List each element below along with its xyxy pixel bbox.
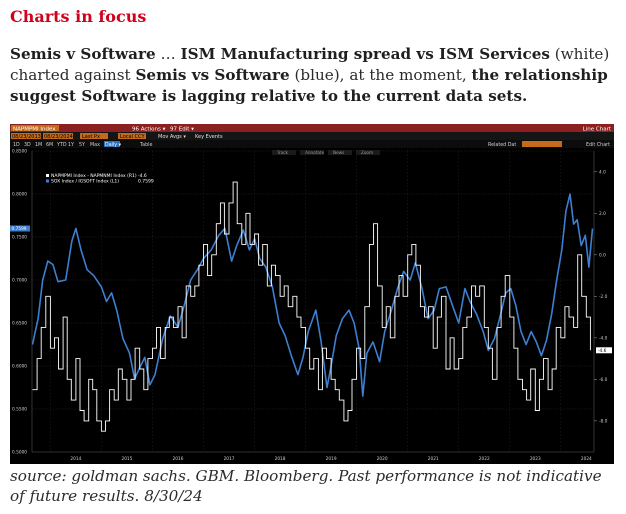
intro-text-3: (blue), at the moment,: [289, 66, 472, 84]
right-tick-label: -6.0: [599, 377, 608, 383]
tool-bg-annotate: [300, 150, 324, 155]
edit-chart-button[interactable]: Edit Chart: [586, 142, 610, 148]
right-last-value-bg: [596, 347, 612, 354]
range-button-1y[interactable]: 1Y: [68, 142, 74, 148]
x-tick-label: 2021: [428, 456, 439, 462]
tool-bg-zoom: [356, 150, 380, 155]
intro-bold-3: Semis vs Software: [135, 66, 290, 84]
left-tick-label: 0.6500: [12, 321, 27, 327]
left-last-value-bg: [10, 225, 30, 232]
x-tick-label: 2014: [70, 456, 81, 462]
right-tick-label: 0.0: [599, 252, 606, 258]
right-tick-label: 4.0: [599, 169, 606, 175]
intro-bold-1: Semis v Software: [10, 45, 156, 63]
legend-value-semis: 0.7599: [138, 179, 154, 185]
right-tick-label: 2.0: [599, 211, 606, 217]
range-button-3d[interactable]: 3D: [24, 142, 31, 148]
right-tick-label: -8.0: [599, 418, 608, 424]
left-tick-label: 0.7500: [12, 235, 27, 241]
range-button-5y[interactable]: 5Y: [79, 142, 85, 148]
right-last-value: -4.6: [598, 348, 607, 354]
legend-entry-ism: NAPMPMI Index - NAPMNMI Index (R1): [51, 173, 137, 179]
legend-swatch-blue: [46, 179, 49, 183]
x-tick-label: 2024: [581, 456, 592, 462]
intro-bold-2: ISM Manufacturing spread vs ISM Services: [180, 45, 550, 63]
chart-tools[interactable]: Track Annotate News Zoom: [272, 150, 380, 155]
legend-value-ism: -4.6: [138, 173, 147, 179]
left-tick-label: 0.6000: [12, 364, 27, 370]
x-tick-label: 2023: [530, 456, 541, 462]
series-semis-vs-software: [31, 193, 594, 397]
right-tick-label: -2.0: [599, 294, 608, 300]
period-select[interactable]: Last Px: [82, 134, 100, 140]
intro-bold-4: the relationship suggest Software is lag…: [10, 66, 608, 105]
range-button-1m[interactable]: 1M: [35, 142, 42, 148]
intro-text-1: …: [155, 45, 181, 63]
tool-news[interactable]: News: [333, 150, 344, 155]
actions-menu[interactable]: 96 Actions ▾: [132, 126, 166, 132]
legend-box: [44, 172, 160, 186]
related-data-label[interactable]: Related Dat: [488, 142, 516, 148]
left-last-value: 0.7599: [12, 226, 27, 232]
tool-bg-track: [272, 150, 296, 155]
left-axis: 0.8500 0.8000 0.7500 0.7000 0.6500 0.6000 0.55…: [10, 149, 33, 456]
legend-entry-semis: SOX Index / IGSOFT Index (L1): [51, 179, 119, 185]
key-events-button[interactable]: Key Events: [195, 134, 223, 140]
chart-series: [31, 181, 594, 432]
end-date-field[interactable]: 08/23/2024: [44, 134, 73, 140]
right-tick-label: -4.0: [599, 335, 608, 341]
section-heading: Charts in focus: [10, 7, 147, 26]
bloomberg-chart-terminal: NAPMPMI Index 96 Actions ▾ 97 Edit ▾ Lin…: [10, 124, 614, 464]
chart-grid: [32, 150, 594, 453]
x-tick-label: 2020: [377, 456, 388, 462]
intro-text-2: (white) charted against: [10, 45, 610, 84]
right-axis: 4.0 2.0 0.0 -2.0 -4.0 -6.0 -8.0 -4.6: [593, 151, 612, 452]
legend-swatch-white: [46, 174, 49, 177]
start-date-field[interactable]: 08/23/2013: [12, 134, 41, 140]
x-tick-label: 2016: [173, 456, 184, 462]
range-button-ytd[interactable]: YTD: [56, 142, 67, 148]
tool-zoom[interactable]: Zoom: [361, 150, 373, 155]
x-tick-label: 2018: [275, 456, 286, 462]
range-button-1d[interactable]: 1D: [13, 142, 20, 148]
mov-avgs-button[interactable]: Mov Avgs ▾: [158, 134, 186, 140]
tool-annotate[interactable]: Annotate: [305, 150, 325, 155]
range-buttons[interactable]: 1D 3D 1M 6M YTD 1Y 5Y Max: [13, 142, 100, 148]
currency-select[interactable]: Local CCY: [120, 134, 145, 140]
series-ism-spread: [32, 181, 591, 432]
edit-menu[interactable]: 97 Edit ▾: [170, 126, 194, 132]
x-axis: 2014 2015 2016 2017 2018 2019 2020 2021 2022 2023…: [32, 451, 594, 462]
x-tick-label: 2022: [479, 456, 490, 462]
left-tick-label: 0.7000: [12, 278, 27, 284]
left-tick-label: 0.8000: [12, 192, 27, 198]
table-button[interactable]: Table: [139, 142, 152, 148]
left-tick-label: 0.5500: [12, 407, 27, 413]
frequency-select[interactable]: Daily ▾: [105, 142, 122, 148]
tool-bg-news: [328, 150, 352, 155]
x-tick-label: 2017: [224, 456, 235, 462]
left-tick-label: 0.8500: [12, 149, 27, 155]
chart-type-label: Line Chart: [583, 126, 612, 132]
x-tick-label: 2015: [121, 456, 132, 462]
intro-paragraph: Semis v Software … ISM Manufacturing spr…: [10, 44, 610, 107]
x-tick-label: 2019: [326, 456, 337, 462]
source-note: source: goldman sachs. GBM. Bloomberg. P…: [10, 467, 602, 505]
ticker-label[interactable]: NAPMPMI Index: [13, 126, 56, 132]
range-button-6m[interactable]: 6M: [46, 142, 53, 148]
tool-track[interactable]: Track: [276, 150, 289, 155]
left-tick-label: 0.5000: [12, 450, 27, 456]
range-button-max[interactable]: Max: [90, 142, 100, 148]
